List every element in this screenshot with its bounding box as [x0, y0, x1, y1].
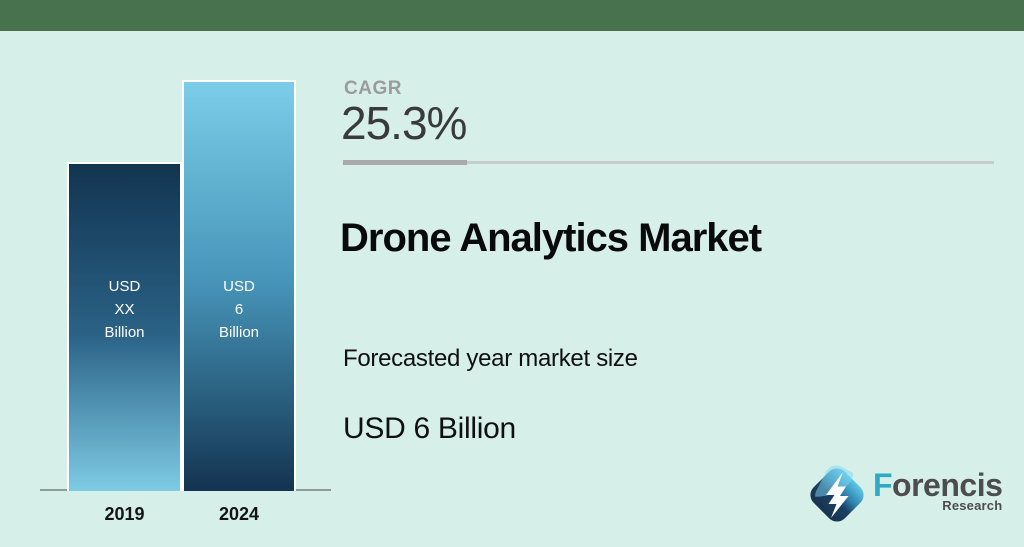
logo-brand-initial: F [873, 467, 893, 503]
logo-wordmark: Forencis Research [873, 467, 1003, 513]
logo-brand-rest: orencis [892, 467, 1003, 503]
cagr-underline-light-segment [467, 161, 994, 164]
cagr-label: CAGR [344, 78, 402, 99]
x-axis-label-2019: 2019 [104, 504, 145, 524]
page-title: Drone Analytics Market [340, 216, 762, 260]
x-axis-label-2024: 2024 [218, 504, 260, 524]
forencis-research-logo: Forencis Research [806, 460, 1003, 535]
bar-2024: USD 6 Billion [182, 80, 296, 491]
bar-2019-line-1: USD [108, 278, 141, 295]
cagr-value: 25.3% [341, 97, 467, 149]
cagr-underline-dark-segment [343, 160, 467, 165]
bar-2019: USD XX Billion [67, 162, 182, 491]
bar-2024-line-2: 6 [234, 301, 244, 318]
bar-2024-line-3: Billion [218, 324, 260, 341]
forecast-label: Forecasted year market size [343, 345, 638, 372]
logo-diamond-bolt-icon [806, 460, 868, 535]
logo-brand-name: Forencis [873, 467, 1003, 503]
logo-subtext: Research [942, 498, 1003, 513]
bar-2019-line-3: Billion [104, 324, 145, 341]
bar-2024-line-1: USD [223, 278, 255, 295]
bar-2024-value-label: USD 6 Billion [184, 275, 294, 344]
forecast-value: USD 6 Billion [343, 412, 516, 445]
cagr-underline [343, 160, 994, 165]
top-banner [0, 0, 1024, 31]
bar-2019-line-2: XX [114, 301, 135, 318]
bar-2019-value-label: USD XX Billion [69, 275, 180, 344]
